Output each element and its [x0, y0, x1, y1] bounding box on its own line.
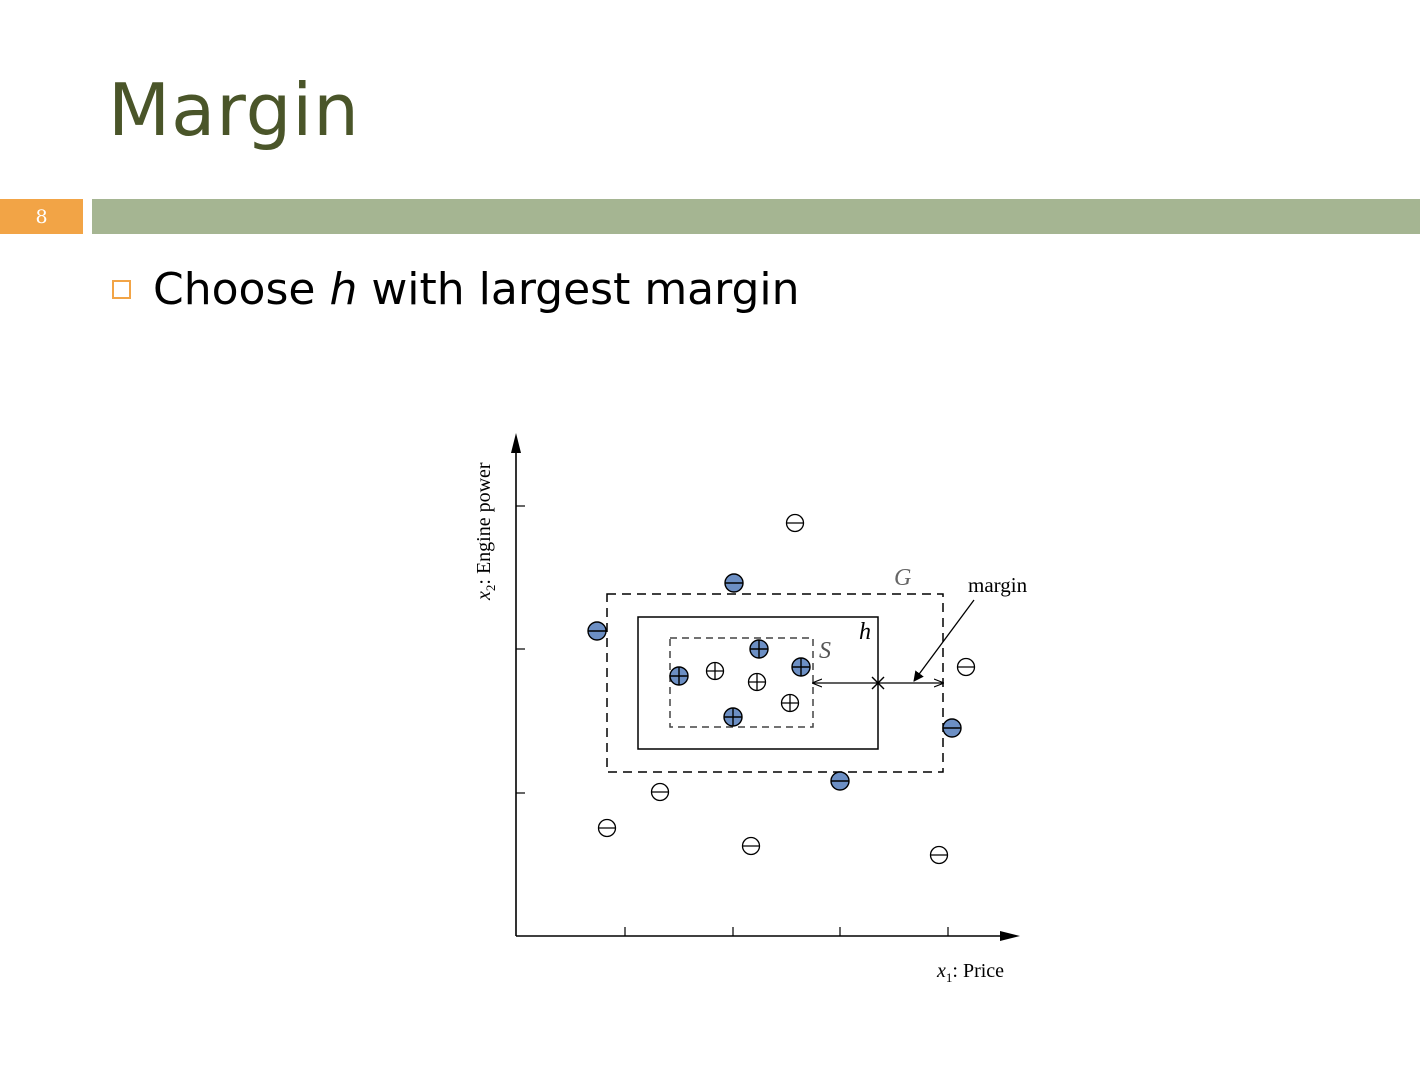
- bullet-text: Choose h with largest margin: [153, 264, 800, 315]
- minus-filled-point-icon: [942, 718, 962, 738]
- minus-filled-point-icon: [724, 573, 744, 593]
- plus-filled-point-icon: [791, 657, 811, 677]
- plus-filled-point-icon: [723, 707, 743, 727]
- x-axis-var: x: [936, 960, 946, 982]
- y-axis-ticks: [516, 505, 525, 794]
- slide-title: Margin: [108, 68, 360, 152]
- plus-open-point-icon: [780, 693, 800, 713]
- negative-points-filled: [587, 573, 962, 791]
- label-G: G: [894, 565, 911, 591]
- label-margin: margin: [968, 573, 1028, 597]
- plus-open-point-icon: [705, 661, 725, 681]
- bullet-item: Choose h with largest margin: [112, 264, 800, 315]
- plus-filled-point-icon: [669, 666, 689, 686]
- x-axis-sub: 1: [946, 970, 953, 985]
- minus-filled-point-icon: [587, 621, 607, 641]
- label-S: S: [819, 638, 831, 664]
- margin-pointer-arrow: [913, 599, 975, 682]
- x-axis-text: : Price: [952, 960, 1004, 982]
- x-axis-label: x1: Price: [936, 960, 1004, 985]
- negative-points-open: [597, 513, 976, 865]
- positive-points-open: [705, 661, 800, 713]
- y-axis-var: x: [473, 591, 495, 601]
- minus-open-point-icon: [785, 513, 805, 533]
- rect-S: [669, 637, 814, 728]
- minus-open-point-icon: [650, 782, 670, 802]
- minus-open-point-icon: [929, 845, 949, 865]
- x-axis-arrow-icon: [1000, 931, 1020, 941]
- minus-filled-point-icon: [830, 771, 850, 791]
- label-h: h: [859, 619, 871, 645]
- slide-number: 8: [0, 199, 83, 234]
- minus-open-point-icon: [956, 657, 976, 677]
- y-axis-text: : Engine power: [473, 462, 495, 585]
- bullet-text-end: with largest margin: [357, 264, 800, 315]
- minus-open-point-icon: [741, 836, 761, 856]
- positive-points-filled: [669, 639, 811, 727]
- plus-filled-point-icon: [749, 639, 769, 659]
- bullet-text-italic: h: [329, 264, 358, 315]
- square-bullet-icon: [112, 280, 131, 299]
- x-axis-ticks: [624, 927, 949, 936]
- plus-open-point-icon: [747, 672, 767, 692]
- bullet-text-start: Choose: [153, 264, 330, 315]
- y-axis-sub: 2: [483, 585, 498, 592]
- y-axis-arrow-icon: [511, 433, 521, 453]
- header-band: [92, 199, 1420, 234]
- minus-open-point-icon: [597, 818, 617, 838]
- y-axis-label: x2: Engine power: [473, 462, 498, 601]
- cross-mark-icon: [871, 676, 885, 690]
